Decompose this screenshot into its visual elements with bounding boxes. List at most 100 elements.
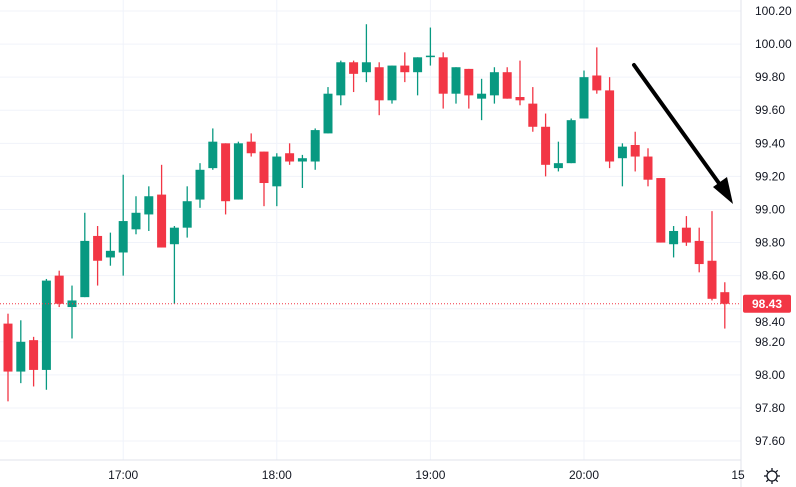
candle (425, 27, 435, 66)
y-tick-label: 98.80 (755, 236, 785, 250)
candle (643, 148, 653, 187)
last-price-label: 98.43 (752, 297, 782, 311)
candle (29, 336, 39, 387)
candle-body (438, 57, 448, 94)
candle-body (297, 158, 307, 162)
candle (553, 141, 563, 172)
candle (694, 227, 704, 273)
candle-body (400, 65, 410, 73)
candle-body (208, 141, 218, 169)
candle (502, 67, 512, 99)
candle-body (29, 340, 39, 370)
candle (400, 52, 410, 83)
candle (3, 313, 13, 402)
candle (413, 57, 423, 96)
candle (310, 128, 320, 170)
candle-body (118, 221, 128, 253)
candle-body (694, 240, 704, 265)
y-tick-label: 99.40 (755, 136, 785, 150)
candle-body (528, 103, 538, 127)
candle-body (182, 201, 192, 228)
candle (464, 68, 474, 109)
candle (630, 131, 640, 172)
y-tick-label: 98.60 (755, 269, 785, 283)
candle-body (285, 153, 295, 162)
candle (528, 87, 538, 132)
candle (157, 164, 167, 248)
candle-body (681, 227, 691, 243)
candles (3, 24, 730, 402)
y-tick-label: 99.80 (755, 70, 785, 84)
candle-body (336, 62, 346, 96)
candle-body (105, 250, 115, 258)
candle-body (272, 156, 282, 187)
candle-body (579, 77, 589, 119)
candle-body (592, 75, 602, 91)
candle-body (630, 144, 640, 157)
candle-body (451, 67, 461, 94)
y-tick-label: 100.00 (755, 37, 792, 51)
candle-body (16, 341, 26, 372)
candle-body (323, 93, 333, 134)
candle-body (144, 196, 154, 215)
candle (387, 65, 397, 104)
x-tick-label: 17:00 (108, 468, 138, 482)
y-tick-label: 99.00 (755, 202, 785, 216)
candle (374, 62, 384, 116)
price-axis[interactable]: 100.20 100.00 99.80 99.60 99.40 99.20 99.00 98.… (755, 4, 792, 448)
candle (707, 211, 717, 301)
candle (131, 196, 141, 235)
candle (336, 60, 346, 106)
candle-body (387, 65, 397, 101)
candle (144, 186, 154, 231)
candle-body (233, 143, 243, 200)
candle-body (41, 280, 51, 370)
candle (105, 232, 115, 266)
candle (438, 52, 448, 109)
candle (477, 78, 487, 121)
candle-body (477, 93, 487, 99)
candle-body (246, 141, 256, 154)
candle (656, 178, 666, 243)
y-tick-label: 99.20 (755, 169, 785, 183)
y-tick-label: 98.20 (755, 335, 785, 349)
candle (541, 113, 551, 177)
candle (605, 77, 615, 169)
candle (41, 278, 51, 390)
candle (182, 186, 192, 238)
y-tick-label: 99.60 (755, 103, 785, 117)
candle-body (80, 240, 90, 298)
candle (489, 67, 499, 104)
candle-body (720, 292, 730, 304)
candle-body (361, 62, 371, 73)
candle-body (195, 169, 205, 200)
candle (451, 67, 461, 104)
candle (259, 151, 269, 207)
candle-body (617, 146, 627, 159)
candle-body (515, 97, 525, 101)
candle-body (489, 72, 499, 96)
annotation-arrow[interactable] (632, 63, 733, 204)
candle-body (605, 90, 615, 162)
candle-body (349, 62, 359, 74)
candle-body (464, 68, 474, 96)
candle (118, 174, 128, 276)
y-tick-label: 98.40 (755, 315, 785, 329)
time-axis[interactable]: 17:00 18:00 19:00 20:00 15 (108, 468, 745, 482)
candle-body (425, 55, 435, 58)
gear-icon[interactable] (764, 468, 780, 484)
candle (297, 154, 307, 188)
candle-body (553, 163, 563, 169)
x-tick-label: 15 (731, 468, 745, 482)
candle-body (259, 151, 269, 184)
candle (221, 143, 231, 215)
candle (361, 24, 371, 83)
candle-body (643, 156, 653, 180)
candle-body (566, 120, 576, 164)
candle-body (169, 227, 179, 245)
candle (349, 60, 359, 93)
candle (233, 141, 243, 200)
candle (592, 47, 602, 94)
candle (720, 282, 730, 329)
